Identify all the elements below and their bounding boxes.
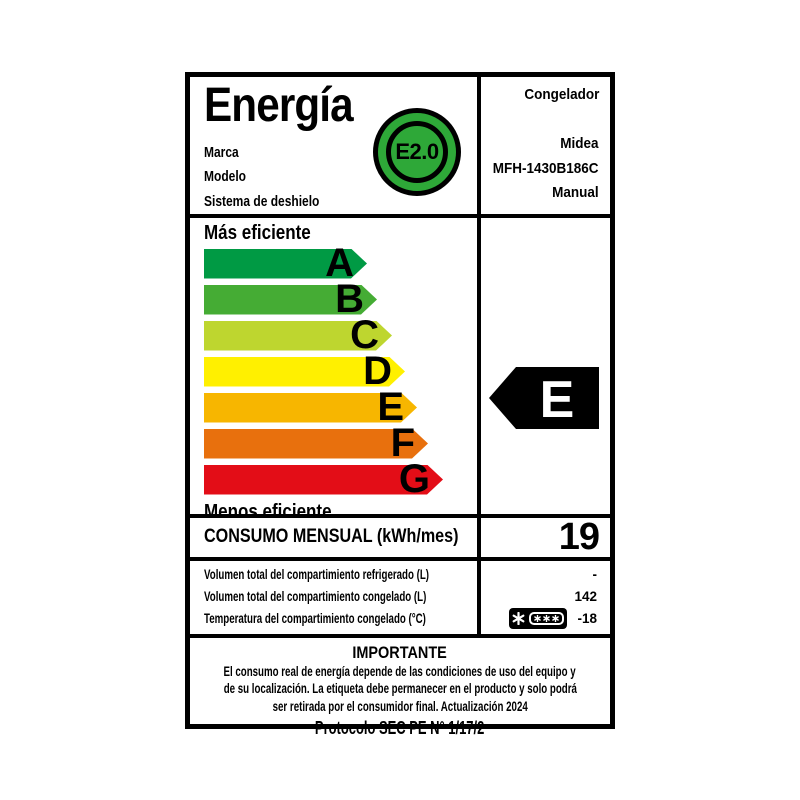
brand-value: Midea — [560, 135, 599, 152]
header-field-values: Midea MFH-1430B186C Manual — [481, 132, 599, 206]
grade-bar-b: B — [204, 279, 477, 319]
refrigerated-volume-value: - — [592, 567, 598, 582]
grade-bar-a: A — [204, 243, 477, 283]
header-right-column: Congelador Midea MFH-1430B186C Manual — [477, 76, 610, 214]
grade-bar-letter: A — [325, 240, 354, 285]
grade-bar-letter: E — [377, 384, 404, 429]
label-title: Energía — [204, 78, 354, 132]
details-section: Volumen total del compartimiento refrige… — [190, 560, 610, 638]
consumption-label: CONSUMO MENSUAL (kWh/mes) — [204, 526, 459, 547]
freezer-star-rating-icon — [509, 608, 568, 629]
e2-seal-icon: E2.0 — [373, 107, 461, 196]
grade-bar-g: G — [204, 459, 477, 499]
grade-bar-letter: C — [350, 312, 379, 357]
details-values: - 142 — [477, 560, 610, 634]
grade-bar-arrow — [204, 321, 392, 351]
brand-label: Marca — [204, 143, 239, 161]
energy-label: Energía Marca Modelo Sistema de deshielo… — [185, 71, 615, 739]
model-value: MFH-1430B186C — [493, 159, 599, 177]
frozen-temperature-label: Temperatura del compartimiento congelado… — [204, 610, 426, 626]
grade-bar-e: E — [204, 387, 477, 427]
header-field-labels: Marca Modelo Sistema de deshielo — [204, 141, 477, 215]
product-type: Congelador — [523, 85, 599, 103]
grade-bar-letter: D — [363, 348, 392, 393]
big-star-icon — [513, 612, 525, 625]
e2-seal-text: E2.0 — [386, 120, 448, 183]
grade-bar-letter: F — [390, 420, 415, 465]
frozen-volume-value: 142 — [574, 588, 597, 604]
important-notice-section: IMPORTANTE El consumo real de energía de… — [190, 638, 610, 739]
grade-bar-f: F — [204, 423, 477, 463]
grade-bar-arrow — [204, 357, 405, 387]
grade-bar-letter: G — [398, 456, 430, 501]
grade-bar-d: D — [204, 351, 477, 391]
rating-arrow-icon: E — [489, 366, 599, 429]
header-section: Energía Marca Modelo Sistema de deshielo… — [190, 76, 610, 218]
details-labels: Volumen total del compartimiento refrige… — [190, 561, 477, 634]
rating-letter: E — [540, 371, 575, 429]
notice-body: El consumo real de energía depende de la… — [223, 663, 577, 714]
three-star-box-icon — [529, 612, 565, 625]
refrigerated-volume-label: Volumen total del compartimiento refrige… — [204, 567, 430, 583]
more-efficient-label: Más eficiente — [204, 221, 311, 244]
grade-bar-arrow — [204, 249, 367, 279]
defrost-system-label: Sistema de deshielo — [204, 192, 320, 210]
model-label: Modelo — [204, 168, 246, 185]
protocol-reference: Protocolo SEC PE N° 1/17/2 — [315, 718, 485, 738]
frozen-volume-label: Volumen total del compartimiento congela… — [204, 589, 427, 604]
grade-bar-c: C — [204, 315, 477, 355]
less-efficient-label: Menos eficiente — [204, 500, 332, 523]
grade-bar-arrow — [204, 465, 443, 495]
frozen-temperature-value: -18 — [577, 610, 597, 626]
consumption-value: 19 — [477, 516, 610, 558]
defrost-system-value: Manual — [552, 184, 599, 201]
frozen-temperature-row: -18 — [481, 608, 610, 629]
grade-bar-arrow — [204, 285, 377, 315]
grade-bar-letter: B — [335, 276, 364, 321]
rating-column: E — [477, 217, 610, 514]
notice-title: IMPORTANTE — [352, 642, 448, 662]
grade-bar-arrow — [204, 393, 417, 423]
header-left-column: Energía Marca Modelo Sistema de deshielo… — [190, 77, 477, 214]
grade-bar-arrow — [204, 429, 428, 459]
monthly-consumption-row: CONSUMO MENSUAL (kWh/mes) 19 — [190, 516, 610, 561]
